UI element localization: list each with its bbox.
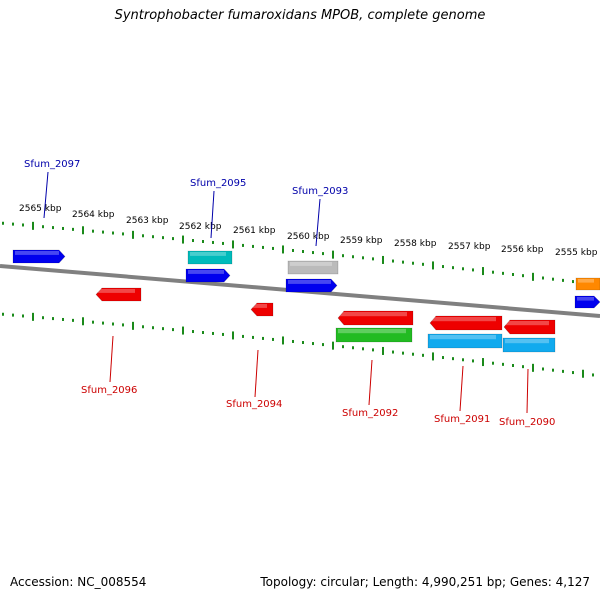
gene-label-lines (43, 171, 529, 414)
gene-highlight (98, 289, 135, 293)
scale-label: 2555 kbp (555, 248, 598, 258)
gene-highlight (577, 297, 594, 301)
gene-edge-blue[interactable] (574, 295, 600, 309)
gene-highlight (505, 339, 549, 344)
scale-label: 2559 kbp (340, 236, 383, 246)
gene-edge-orange[interactable] (575, 277, 600, 291)
genome-summary-text: Topology: circular; Length: 4,990,251 bp… (260, 575, 590, 589)
scale-label: 2560 kbp (287, 232, 330, 242)
gene-label-top: Sfum_2097 (24, 159, 80, 170)
gene-sfum-2091[interactable] (429, 315, 503, 331)
label-connector-bottom (459, 365, 464, 412)
gene-sfum-2094[interactable] (250, 302, 274, 317)
gene-sfum-2095-cyan[interactable] (187, 250, 233, 265)
gene-sfum-2096[interactable] (95, 287, 142, 302)
scale-label: 2565 kbp (19, 204, 62, 214)
page-title: Syntrophobacter fumaroxidans MPOB, compl… (114, 8, 486, 23)
scale-label: 2564 kbp (72, 210, 115, 220)
gene-label-bottom: Sfum_2090 (499, 417, 555, 428)
scale-ticks-bottom (2, 312, 594, 378)
gene-highlight (432, 317, 496, 322)
label-connector-bottom (368, 359, 373, 406)
gene-label-bottom: Sfum_2092 (342, 408, 398, 419)
scale-label: 2562 kbp (179, 222, 222, 232)
gene-label-bottom: Sfum_2091 (434, 414, 490, 425)
scale-label: 2556 kbp (501, 245, 544, 255)
gene-labels: Sfum_2097 Sfum_2095 Sfum_2093 Sfum_2096 Sfum… (24, 159, 555, 428)
gene-label-bottom: Sfum_2096 (81, 385, 137, 396)
gene-highlight (253, 304, 267, 308)
label-connector-bottom (109, 335, 114, 383)
gene-sfum-2090[interactable] (503, 319, 556, 335)
gene-highlight (188, 270, 224, 274)
gene-sfum-2091-blue[interactable] (427, 333, 503, 349)
scale-labels: 2565 kbp 2564 kbp 2563 kbp 2562 kbp 2561 kbp… (19, 204, 598, 258)
label-connector-bottom (254, 349, 259, 398)
gene-highlight (190, 252, 226, 256)
gene-sfum-2095[interactable] (185, 268, 231, 283)
gene-highlight (338, 329, 406, 334)
gene-sfum-2092[interactable] (337, 310, 414, 326)
gene-sfum-2093[interactable] (285, 278, 338, 293)
scale-label: 2563 kbp (126, 216, 169, 226)
scale-label: 2561 kbp (233, 226, 276, 236)
gene-sfum-2092-green[interactable] (335, 327, 413, 343)
gene-highlight (340, 312, 407, 317)
gene-sfum-2093-gray[interactable] (287, 260, 339, 275)
label-connector-bottom (526, 368, 529, 414)
gene-label-bottom: Sfum_2094 (226, 399, 282, 410)
scale-label: 2558 kbp (394, 239, 437, 249)
genes (12, 249, 600, 353)
label-connector-top (43, 171, 49, 219)
gene-label-top: Sfum_2093 (292, 186, 348, 197)
gene-sfum-2090-blue[interactable] (502, 337, 556, 353)
gene-highlight (15, 251, 59, 255)
gene-highlight (578, 279, 594, 283)
label-connector-top (315, 198, 321, 247)
scale-label: 2557 kbp (448, 242, 491, 252)
gene-highlight (290, 262, 332, 266)
label-connector-top (210, 190, 215, 239)
gene-highlight (506, 321, 549, 326)
gene-highlight (430, 335, 496, 340)
gene-highlight (288, 280, 331, 284)
gene-sfum-2097[interactable] (12, 249, 66, 264)
accession-text: Accession: NC_008554 (10, 575, 147, 589)
gene-label-top: Sfum_2095 (190, 178, 246, 189)
